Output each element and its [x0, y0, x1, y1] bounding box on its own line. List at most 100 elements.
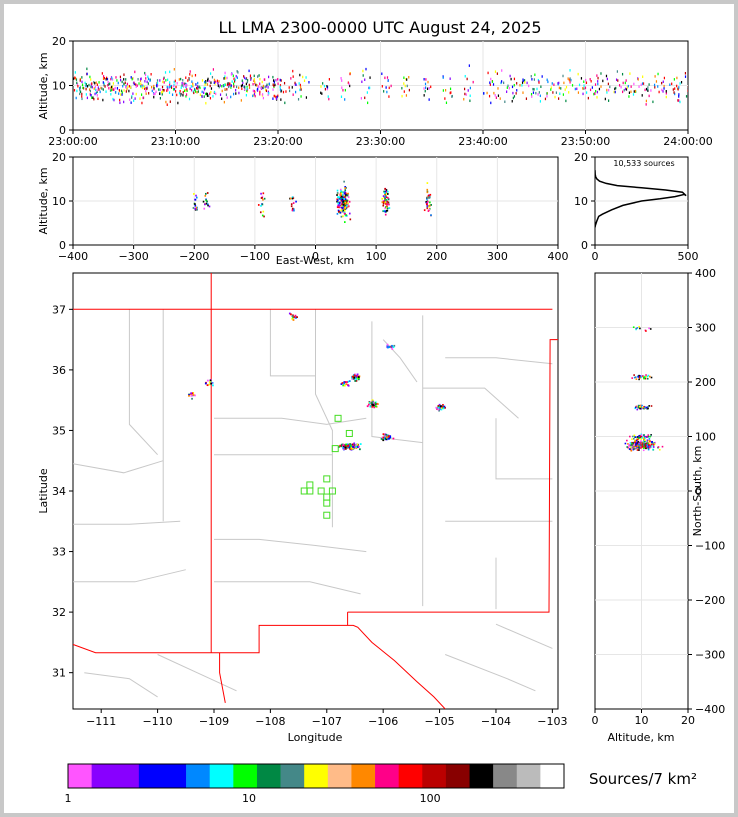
source-point [437, 407, 440, 409]
source-point [340, 192, 343, 195]
source-point [107, 83, 109, 87]
source-point [673, 91, 675, 94]
source-point [645, 447, 647, 450]
source-point [186, 89, 188, 92]
source-point [343, 199, 346, 202]
county-line [495, 623, 553, 649]
source-point [358, 445, 361, 448]
county-line [73, 460, 164, 474]
source-point [596, 96, 598, 99]
source-point [519, 83, 521, 87]
colorbar-cell [327, 764, 352, 788]
time-axis-tick-label: 23:10:00 [151, 135, 200, 148]
source-point [558, 86, 560, 90]
source-point [337, 210, 340, 213]
source-point [96, 88, 98, 92]
source-point [339, 444, 342, 447]
source-point [90, 93, 92, 97]
source-point [646, 439, 649, 442]
source-point [632, 435, 634, 438]
time-axis-tick-label: 23:30:00 [356, 135, 405, 148]
source-point [351, 443, 354, 446]
source-point [320, 91, 322, 95]
source-point [343, 211, 346, 214]
source-point [262, 84, 265, 88]
source-point [297, 98, 300, 101]
source-point [241, 79, 243, 82]
source-point [249, 76, 252, 79]
source-point [646, 408, 648, 410]
source-point [340, 194, 342, 197]
source-point [165, 100, 167, 104]
source-point [128, 89, 130, 93]
source-point [144, 79, 146, 83]
source-point [341, 195, 343, 198]
latitude-tick-label: 35 [52, 424, 66, 437]
colorbar-cell [91, 764, 116, 788]
source-point [132, 92, 134, 95]
source-point [343, 196, 346, 199]
source-point [637, 78, 639, 81]
source-point [326, 87, 328, 91]
source-point [618, 84, 621, 87]
source-point [636, 438, 639, 441]
source-point [166, 87, 169, 90]
source-point [642, 75, 644, 79]
source-point [637, 448, 640, 450]
source-point [643, 447, 645, 449]
east-west-ticks: −400 −300 −200 −100 0 100 200 300 400 0 10 20 [52, 151, 569, 263]
source-point [260, 86, 262, 90]
county-line [422, 387, 519, 419]
source-point [222, 84, 224, 87]
source-point [355, 375, 358, 378]
source-point [381, 85, 383, 88]
source-point [118, 89, 120, 92]
source-point [630, 444, 633, 446]
source-point [173, 87, 175, 91]
source-point [341, 194, 344, 197]
longitude-tick-label: −110 [142, 715, 172, 728]
source-point [89, 93, 91, 96]
north-south-axis-tick-label: −100 [695, 540, 725, 553]
source-point [262, 210, 265, 213]
source-point [206, 384, 209, 387]
north-south-axis-tick-label: −200 [695, 594, 725, 607]
source-point [673, 78, 675, 81]
source-point [255, 83, 257, 87]
figure-canvas: LL LMA 2300-0000 UTC August 24, 2025 23:… [37, 18, 725, 805]
count-axis-tick-label: 0 [592, 250, 599, 263]
source-point [122, 84, 124, 88]
altitude-axis-tick-label: 10 [52, 195, 66, 208]
source-point [349, 218, 352, 221]
source-point [342, 191, 344, 194]
source-point [661, 81, 663, 85]
source-point [180, 77, 182, 81]
source-point [81, 97, 83, 101]
source-point [645, 374, 647, 376]
source-point [563, 81, 565, 85]
colorbar-cell [516, 764, 541, 788]
source-point [162, 89, 164, 92]
source-point [261, 80, 263, 84]
source-point [147, 75, 149, 78]
source-point [354, 380, 357, 382]
source-point [382, 210, 385, 213]
source-point [268, 92, 270, 95]
source-point [637, 441, 640, 443]
source-point [369, 86, 371, 90]
source-point [424, 86, 427, 89]
source-point [267, 93, 269, 97]
source-point [197, 90, 199, 93]
source-point [261, 196, 263, 199]
source-point [235, 75, 237, 78]
source-point [183, 84, 185, 88]
source-point [626, 439, 628, 442]
source-point [631, 446, 633, 449]
source-point [211, 75, 214, 79]
source-point [530, 75, 532, 78]
source-point [235, 92, 237, 95]
source-point [204, 194, 207, 197]
source-point [524, 81, 526, 84]
source-point [626, 86, 628, 89]
source-point [103, 82, 105, 85]
